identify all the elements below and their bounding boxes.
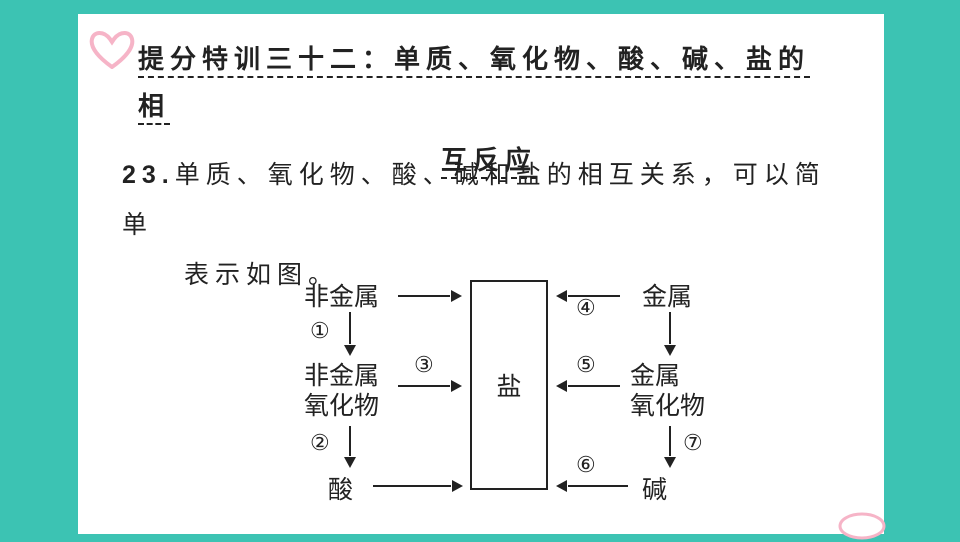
- arrow-v-metal-mo: [664, 312, 676, 354]
- marker-6: ⑥: [576, 452, 596, 478]
- node-acid: 酸: [328, 470, 353, 506]
- heart-icon: [88, 29, 136, 69]
- node-nonmetal: 非金属: [304, 277, 379, 313]
- arrow-mo-salt: [558, 380, 620, 392]
- arrow-nmo-salt: [398, 380, 460, 392]
- corner-curl-icon: [832, 492, 892, 542]
- arrow-acid-salt: [373, 480, 461, 492]
- marker-7: ⑦: [683, 430, 703, 456]
- node-nonmetal-oxide: 非金属 氧化物: [304, 362, 379, 422]
- arrow-v-1: [344, 312, 356, 354]
- marker-3: ③: [414, 352, 434, 378]
- arrow-v-2: [344, 426, 356, 466]
- salt-label: 盐: [496, 367, 521, 403]
- marker-4: ④: [576, 295, 596, 321]
- arrow-v-7: [664, 426, 676, 466]
- arrow-base-salt: [558, 480, 628, 492]
- node-metal: 金属: [642, 277, 692, 313]
- marker-2: ②: [310, 430, 330, 456]
- page: 提分特训三十二：单质、氧化物、酸、碱、盐的相 互反应 23.单质、氧化物、酸、碱…: [78, 14, 884, 534]
- node-base: 碱: [642, 470, 667, 506]
- title-line1: 提分特训三十二：单质、氧化物、酸、碱、盐的相: [138, 44, 810, 125]
- marker-5: ⑤: [576, 352, 596, 378]
- salt-box: 盐: [470, 280, 548, 490]
- question-text: 23.单质、氧化物、酸、碱和盐的相互关系，可以简单 表示如图。: [122, 150, 840, 300]
- marker-1: ①: [310, 318, 330, 344]
- question-line1: 单质、氧化物、酸、碱和盐的相互关系，可以简单: [122, 161, 826, 239]
- diagram: 盐 非金属 金属 非金属 氧化物 金属 氧化物 酸 碱 ④: [218, 280, 778, 530]
- node-metal-oxide: 金属 氧化物: [630, 362, 705, 422]
- arrow-nonmetal-salt: [398, 290, 460, 302]
- question-number: 23.: [122, 161, 175, 189]
